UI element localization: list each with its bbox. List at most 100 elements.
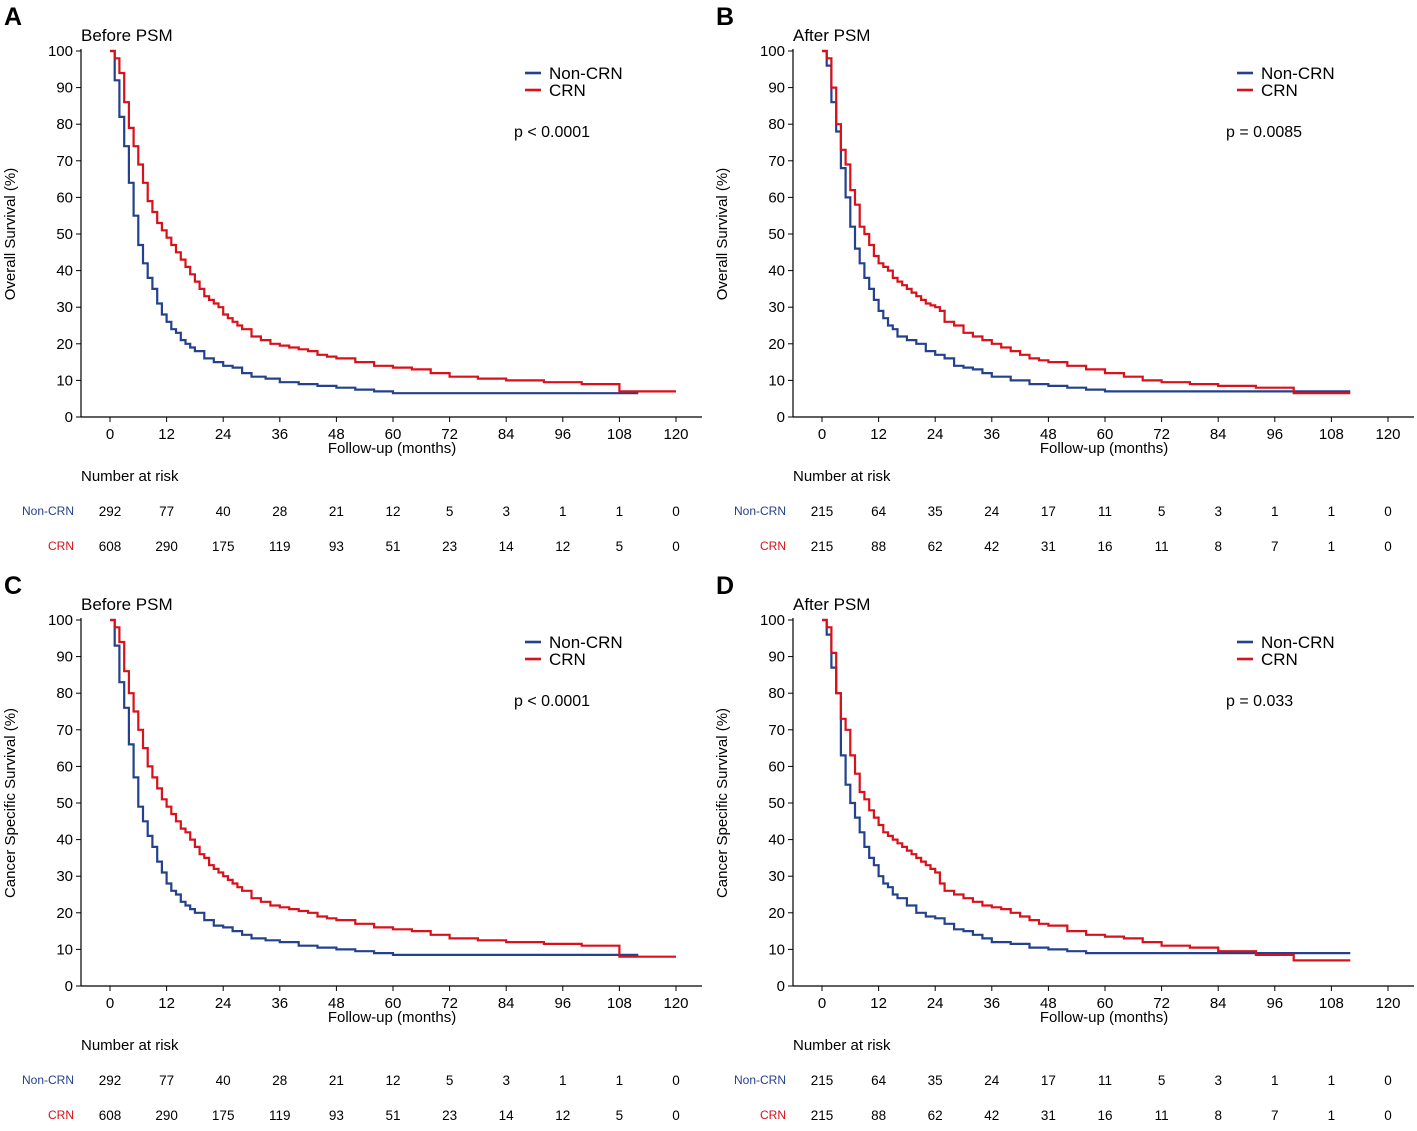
axes: 0 10 20 30 40 50 60 70 80 90 100 0 12 24 36 48 60 72 84 96 1… [760, 43, 1414, 443]
risk-count: 11 [1155, 539, 1169, 554]
y-tick-label: 40 [768, 832, 785, 849]
risk-count: 1 [1271, 1073, 1279, 1088]
risk-count: 11 [1098, 1073, 1112, 1088]
x-tick-label: 12 [158, 426, 175, 443]
risk-row-name: Non-CRN [734, 1073, 786, 1087]
risk-count: 215 [811, 1108, 834, 1123]
x-tick-label: 24 [927, 426, 944, 443]
risk-count: 14 [499, 1108, 515, 1123]
x-tick-label: 108 [607, 995, 632, 1012]
risk-count: 64 [871, 1073, 887, 1088]
panel-label: A [4, 3, 22, 31]
risk-count: 0 [1384, 539, 1392, 554]
km-curve-non-crn [110, 618, 639, 956]
x-tick-label: 12 [158, 995, 175, 1012]
risk-count: 1 [1328, 1073, 1336, 1088]
risk-count: 62 [928, 539, 943, 554]
x-tick-label: 24 [215, 426, 232, 443]
x-tick-label: 12 [870, 995, 887, 1012]
x-axis-label: Follow-up (months) [1040, 440, 1168, 457]
risk-table: Number at risk Non-CRN 292 77 40 28 21 12 5 3 1 1 0 C… [22, 1037, 680, 1123]
legend-label: CRN [549, 81, 586, 100]
x-tick-label: 48 [328, 995, 345, 1012]
risk-count: 1 [559, 504, 567, 519]
y-tick-label: 20 [768, 905, 785, 922]
axes: 0 10 20 30 40 50 60 70 80 90 100 0 12 24 36 48 60 72 84 96 1… [48, 612, 702, 1012]
x-tick-label: 48 [1040, 426, 1057, 443]
y-tick-label: 10 [56, 372, 73, 389]
risk-count: 88 [871, 1108, 886, 1123]
risk-count: 3 [1214, 504, 1222, 519]
y-tick-label: 60 [768, 189, 785, 206]
risk-table-title: Number at risk [793, 1037, 891, 1054]
km-curve-crn [822, 618, 1351, 962]
risk-count: 11 [1155, 1108, 1169, 1123]
risk-count: 1 [1328, 1108, 1336, 1123]
y-tick-label: 70 [56, 722, 73, 739]
y-tick-label: 80 [56, 685, 73, 702]
risk-count: 608 [99, 1108, 122, 1123]
y-tick-label: 80 [768, 685, 785, 702]
y-axis-label: Overall Survival (%) [714, 168, 731, 301]
y-tick-label: 50 [56, 795, 73, 812]
x-tick-label: 84 [498, 995, 515, 1012]
y-tick-label: 0 [65, 978, 73, 995]
risk-count: 21 [329, 1073, 344, 1088]
risk-count: 1 [1328, 504, 1336, 519]
y-axis-label: Overall Survival (%) [2, 168, 19, 301]
y-tick-label: 70 [768, 722, 785, 739]
risk-count: 292 [99, 1073, 122, 1088]
risk-count: 23 [442, 539, 457, 554]
y-tick-label: 80 [56, 116, 73, 133]
risk-count: 8 [1214, 539, 1222, 554]
risk-count: 215 [811, 1073, 834, 1088]
y-axis-label: Cancer Specific Survival (%) [714, 708, 731, 898]
risk-count: 40 [216, 504, 231, 519]
x-tick-label: 0 [106, 995, 114, 1012]
km-curve-crn [822, 49, 1351, 395]
y-tick-label: 70 [56, 153, 73, 170]
p-value-annotation: p = 0.033 [1226, 693, 1293, 710]
y-tick-label: 10 [768, 941, 785, 958]
risk-row-name: CRN [48, 539, 74, 553]
y-tick-label: 50 [56, 226, 73, 243]
risk-count: 51 [385, 539, 400, 554]
x-tick-label: 0 [818, 995, 826, 1012]
risk-count: 5 [446, 1073, 454, 1088]
risk-count: 0 [672, 539, 680, 554]
chart-title: After PSM [793, 595, 870, 614]
risk-count: 1 [616, 504, 624, 519]
y-tick-label: 30 [768, 868, 785, 885]
risk-row-name: Non-CRN [734, 504, 786, 518]
x-tick-label: 84 [498, 426, 515, 443]
risk-count: 12 [385, 1073, 400, 1088]
x-tick-label: 84 [1210, 995, 1227, 1012]
p-value-annotation: p < 0.0001 [514, 693, 590, 710]
chart-title: Before PSM [81, 595, 173, 614]
risk-count: 3 [1214, 1073, 1222, 1088]
panel-c: C Before PSM 0 10 20 30 40 50 60 70 80 90 100 0 12 24 36… [0, 569, 708, 1131]
risk-count: 42 [984, 1108, 999, 1123]
x-axis-label: Follow-up (months) [1040, 1009, 1168, 1026]
x-tick-label: 24 [927, 995, 944, 1012]
risk-count: 28 [272, 1073, 287, 1088]
y-tick-label: 30 [56, 868, 73, 885]
legend-label: Non-CRN [1261, 64, 1335, 83]
risk-count: 12 [385, 504, 400, 519]
y-tick-label: 40 [56, 832, 73, 849]
x-tick-label: 120 [1375, 426, 1400, 443]
x-tick-label: 36 [271, 995, 288, 1012]
risk-count: 93 [329, 1108, 344, 1123]
risk-count: 17 [1041, 504, 1056, 519]
risk-count: 608 [99, 539, 122, 554]
x-axis-label: Follow-up (months) [328, 1009, 456, 1026]
risk-count: 11 [1098, 504, 1112, 519]
x-tick-label: 84 [1210, 426, 1227, 443]
panel-label: D [716, 572, 734, 600]
y-tick-label: 10 [768, 372, 785, 389]
y-tick-label: 20 [56, 336, 73, 353]
